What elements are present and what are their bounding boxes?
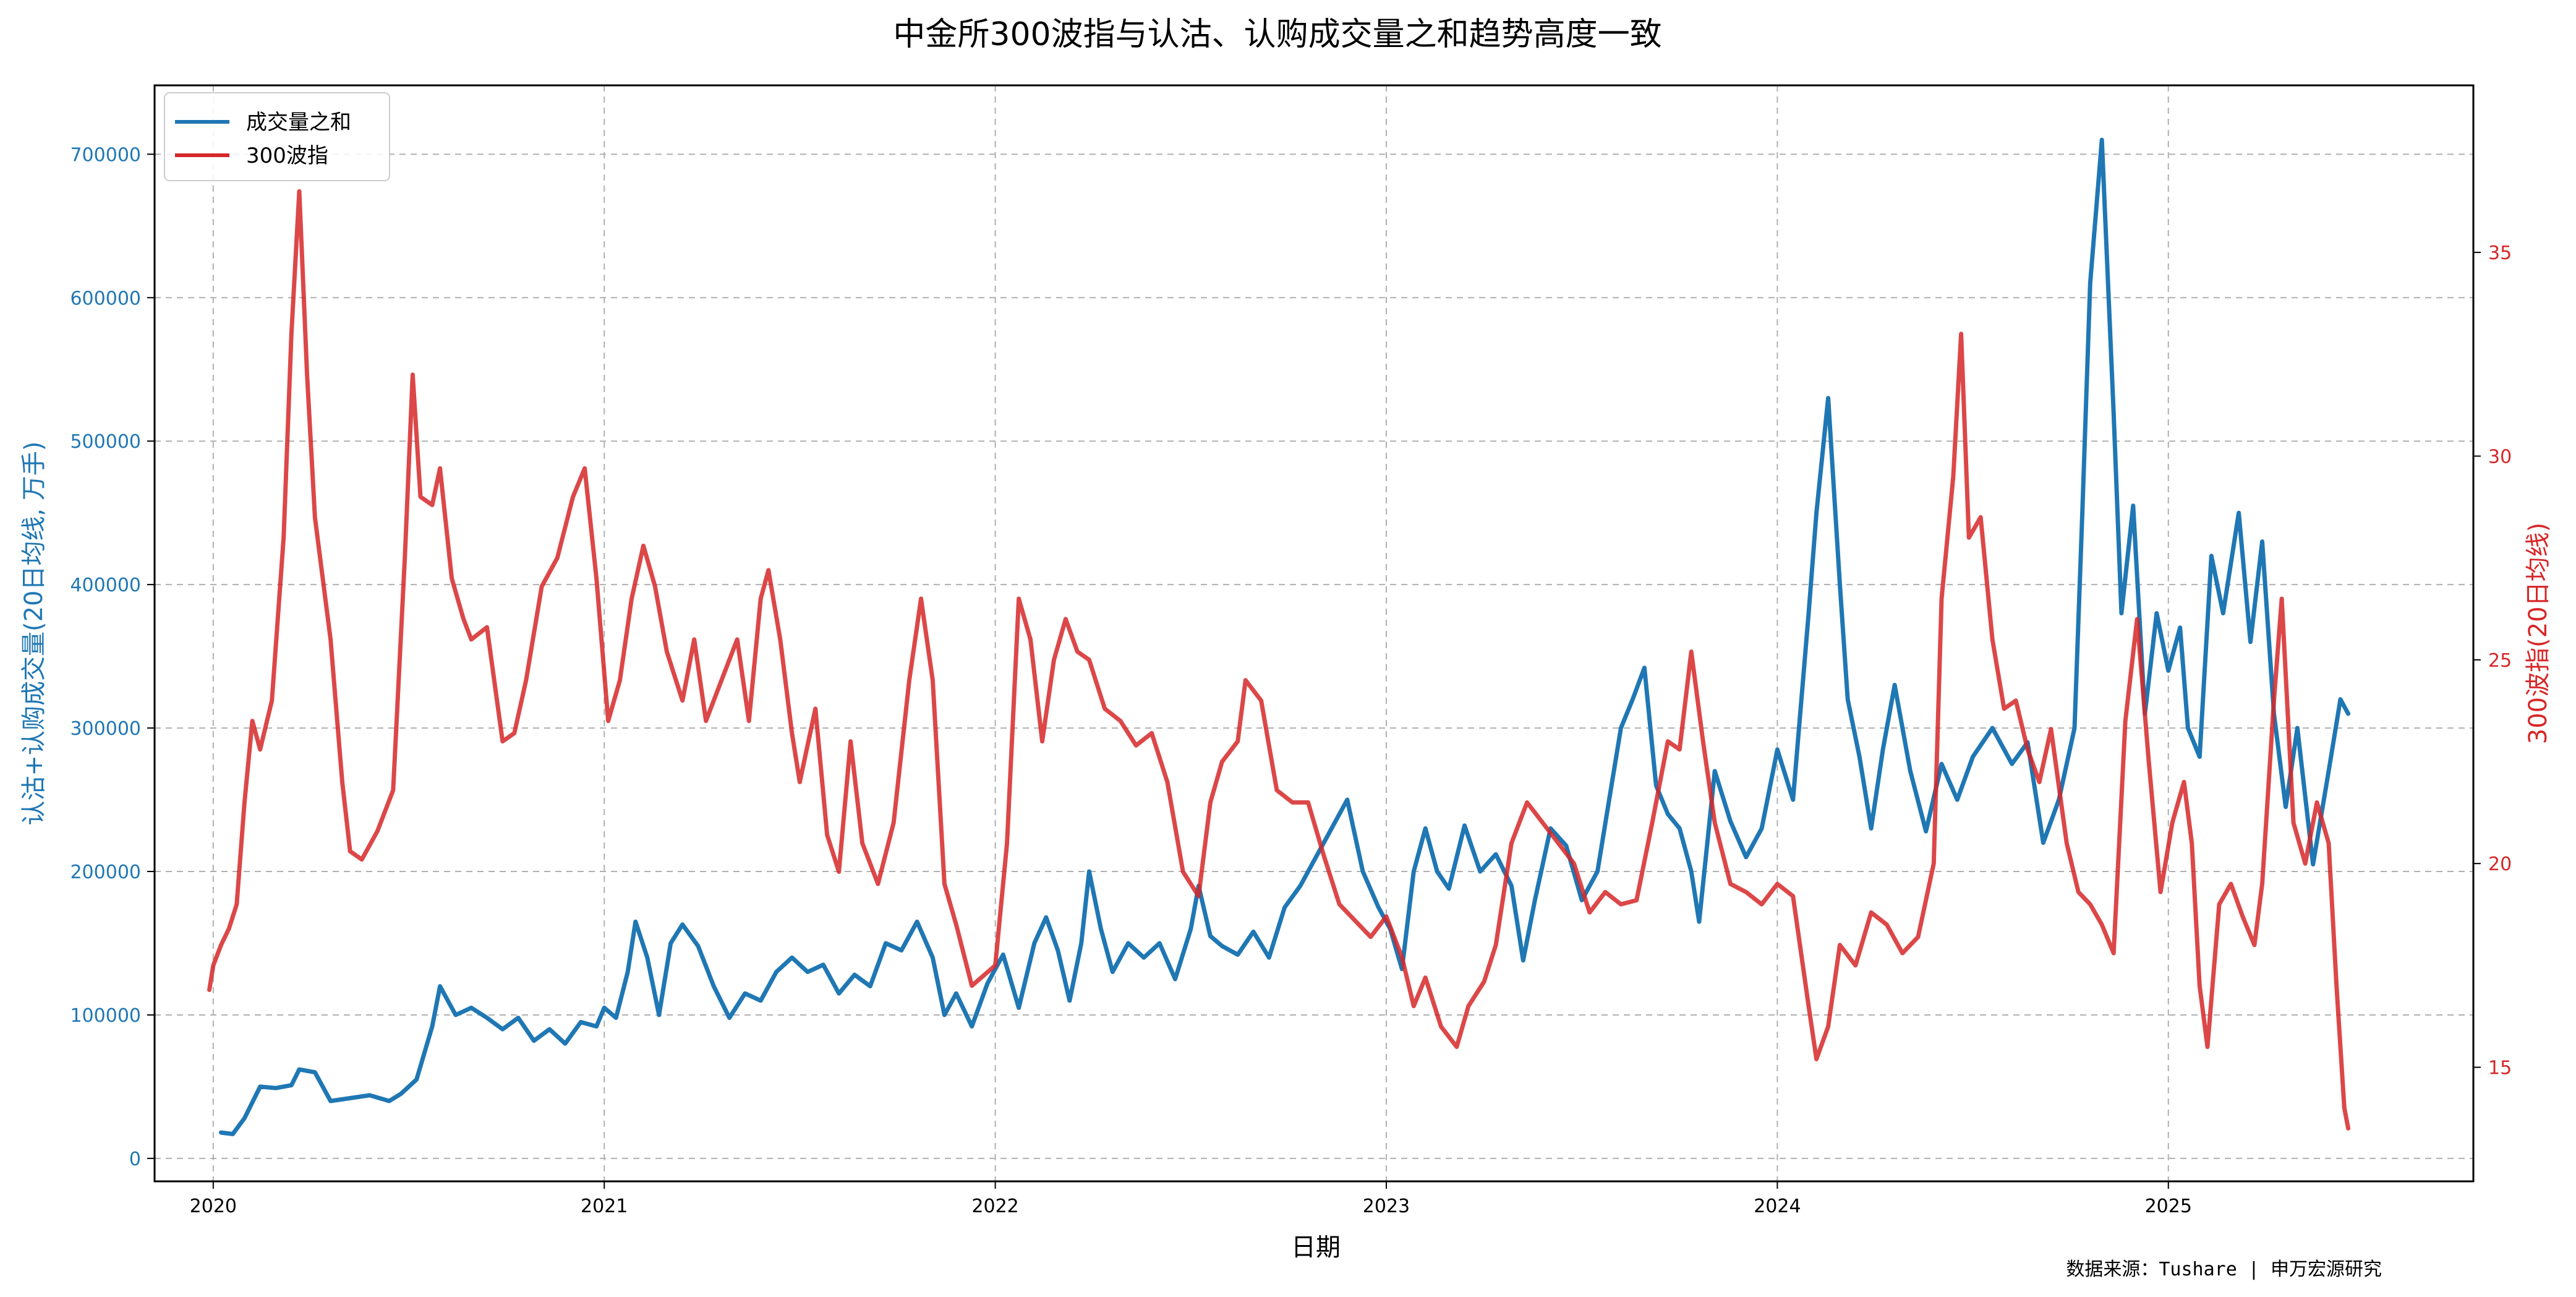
y-right-tick-label: 15	[2488, 1058, 2512, 1079]
plot-frame	[153, 84, 2475, 1183]
series-line-vix	[207, 189, 2351, 1131]
grid-lines	[155, 85, 2473, 1181]
x-tick-label: 2023	[1363, 1196, 1410, 1217]
y-right-tick-label: 25	[2488, 650, 2512, 672]
y-left-tick-label: 700000	[70, 144, 141, 166]
x-tick-label: 2024	[1754, 1196, 1801, 1217]
data-source-note: 数据来源：Tushare | 申万宏源研究	[2066, 1259, 2382, 1280]
legend-label-vix: 300波指	[246, 143, 328, 168]
x-tick-label: 2022	[971, 1196, 1018, 1217]
y-left-tick-label: 500000	[70, 431, 141, 453]
x-tick-label: 2025	[2145, 1196, 2192, 1217]
x-tick-label: 2020	[190, 1196, 237, 1217]
y-left-tick-label: 200000	[70, 862, 141, 883]
y-left-tick-label: 100000	[70, 1005, 141, 1027]
y-right-tick-label: 20	[2488, 854, 2512, 875]
y-left-tick-label: 600000	[70, 288, 141, 309]
y-left-tick-label: 400000	[70, 575, 141, 596]
y-axis-right-title: 300波指(20日均线)	[2524, 523, 2553, 744]
series-line-volume	[219, 137, 2351, 1136]
y-right-tick-label: 35	[2488, 242, 2512, 264]
y-left-tick-label: 300000	[70, 718, 141, 740]
legend-box	[164, 92, 390, 181]
legend-label-volume: 成交量之和	[246, 110, 351, 135]
legend: 成交量之和 300波指	[164, 92, 390, 181]
series-lines	[207, 137, 2351, 1136]
y-left-tick-label: 0	[129, 1149, 141, 1170]
chart-title: 中金所300波指与认沽、认购成交量之和趋势高度一致	[893, 16, 1661, 53]
x-axis-title: 日期	[1291, 1233, 1341, 1262]
y-axis-left-title: 认沽+认购成交量(20日均线, 万手)	[20, 441, 48, 825]
x-tick-label: 2021	[581, 1196, 628, 1217]
y-right-tick-label: 30	[2488, 446, 2512, 468]
axes: 2020 2021 2022 2023 2024 20250100000200000300…	[70, 144, 2512, 1217]
